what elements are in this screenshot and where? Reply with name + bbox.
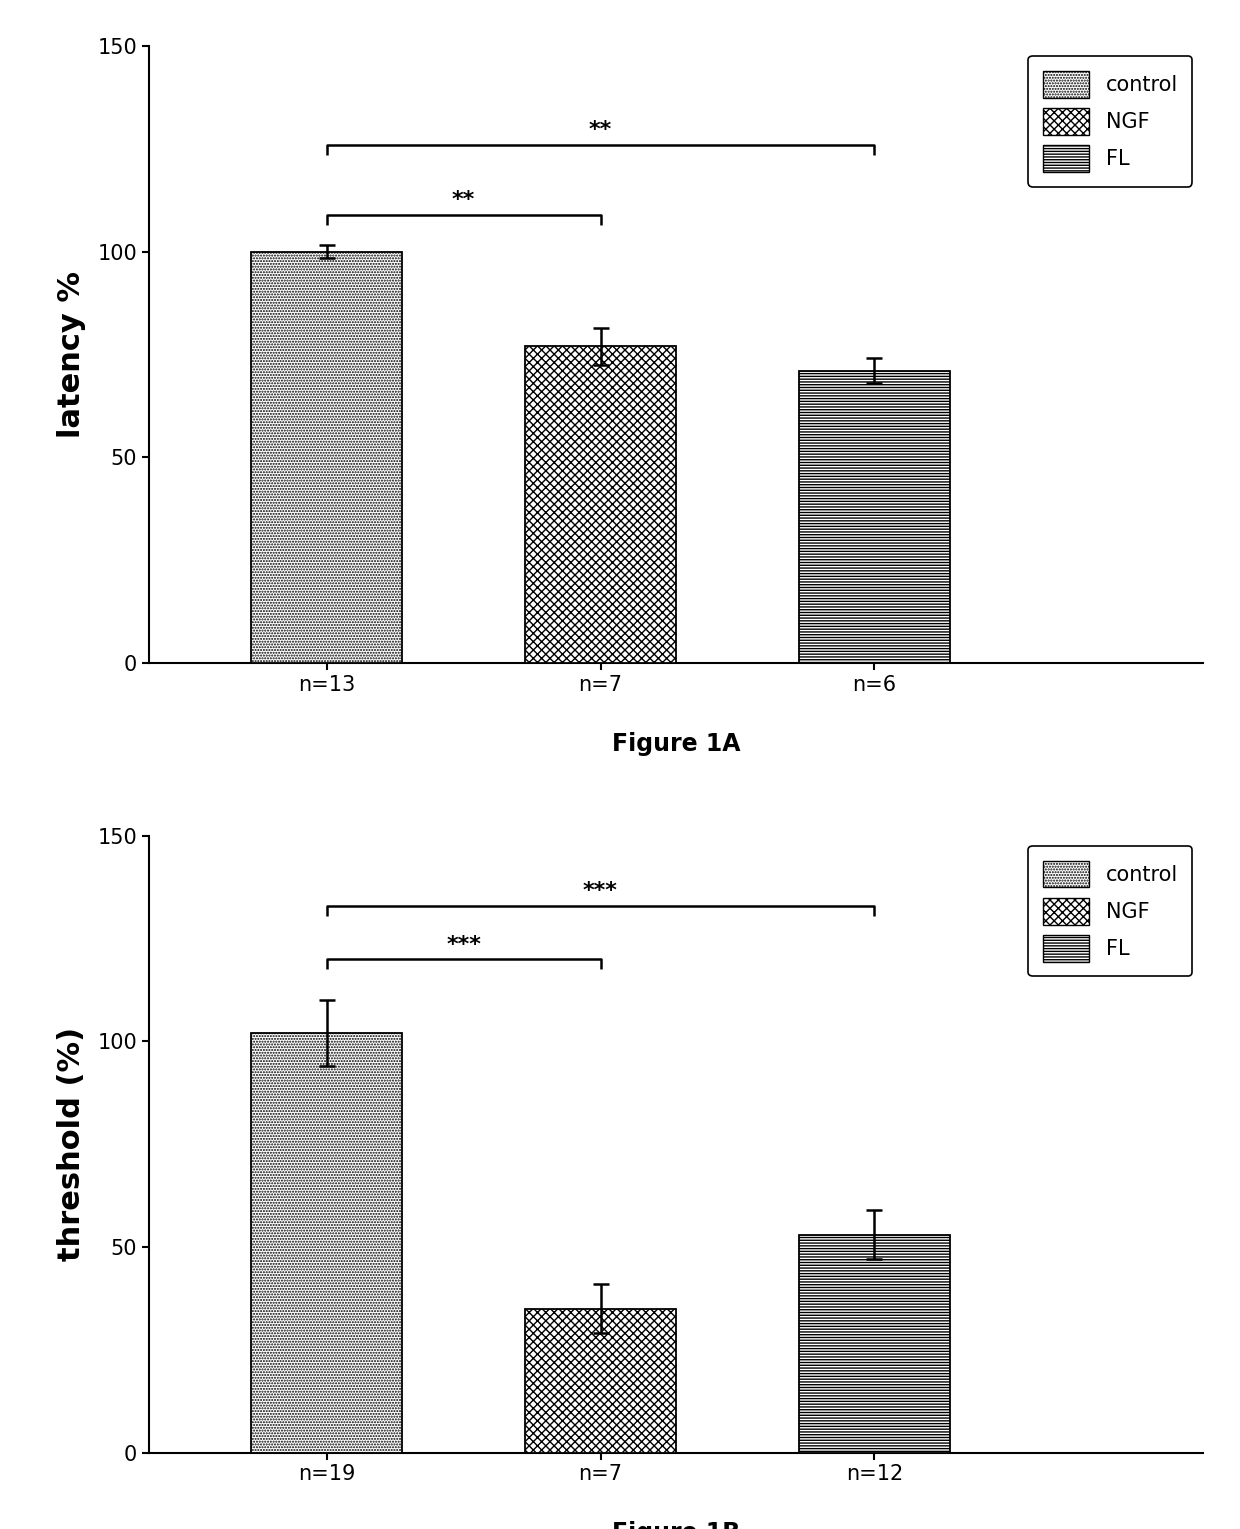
Bar <box>526 346 676 664</box>
Bar <box>526 1309 676 1453</box>
Bar <box>252 252 402 664</box>
Bar <box>799 1234 950 1453</box>
Legend: control, NGF, FL: control, NGF, FL <box>1028 846 1193 977</box>
Y-axis label: latency %: latency % <box>57 271 86 437</box>
Text: **: ** <box>453 191 475 211</box>
Y-axis label: threshold (%): threshold (%) <box>57 1027 86 1261</box>
Bar <box>799 372 950 664</box>
Bar <box>252 1034 402 1453</box>
Text: Figure 1B: Figure 1B <box>611 1521 740 1529</box>
Legend: control, NGF, FL: control, NGF, FL <box>1028 57 1193 187</box>
Text: ***: *** <box>583 881 618 902</box>
Text: ***: *** <box>446 934 481 956</box>
Text: Figure 1A: Figure 1A <box>611 732 740 755</box>
Text: **: ** <box>589 121 613 141</box>
